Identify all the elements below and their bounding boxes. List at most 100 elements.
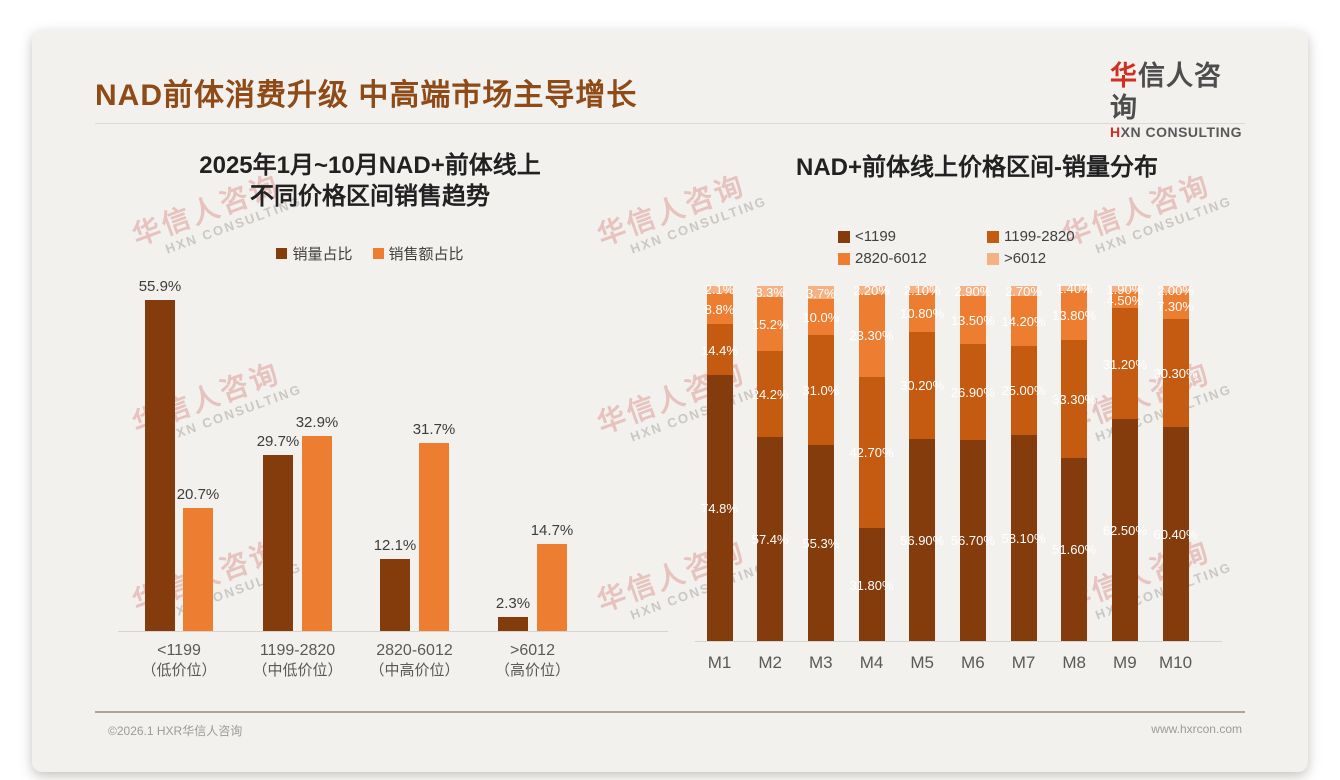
bar-销量占比->6012 [498,617,528,631]
bar-销量占比-<1199 [145,300,175,631]
stacked-segment-<1199-M3 [807,444,834,641]
logo-en-first: H [1110,124,1121,140]
stacked-segment->6012-M9 [1111,285,1138,293]
stacked-segment-2820-6012-M6 [959,296,986,345]
segment-value-label: 2.00% [1157,282,1194,298]
legend-label: 销售额占比 [388,246,464,263]
stacked-segment-<1199-M8 [1061,457,1088,641]
segment-value-label: 56.90% [900,533,945,548]
segment-value-label: 74.8% [701,501,738,517]
segment-value-label: 2.1% [704,282,735,298]
left-chart-title: 2025年1月~10月NAD+前体线上 不同价格区间销售趋势 [199,152,541,210]
legend-item-销量占比: 销量占比 [276,243,353,264]
segment-value-label: 55.3% [802,535,840,551]
stacked-segment-<1199-M10 [1162,426,1189,641]
legend-swatch-icon [838,252,850,265]
segment-value-label: 31.80% [849,577,894,593]
legend-swatch-icon [372,248,384,259]
segment-value-label: 62.50% [1102,523,1147,539]
stacked-segment-1199-2820-M10 [1162,319,1189,427]
x-tick-label->6012: >6012 （高价位） [463,641,603,680]
segment-value-label: 2.10% [903,282,941,298]
legend-label: <1199 [855,228,897,245]
segment-value-label: 3.3% [755,284,785,300]
segment-value-label: 4.50% [1106,293,1144,309]
x-tick-label-M7: M7 [1011,653,1036,672]
x-tick-range: 1199-2820 [259,642,336,659]
segment-value-label: 25.00% [1001,383,1046,399]
legend-item->6012: >6012 [987,250,1046,267]
logo-cn-text: 华信人咨询 [1110,60,1245,124]
stacked-segment->6012-M10 [1162,286,1189,294]
segment-value-label: 57.4% [751,532,789,548]
bar-value-label: 31.7% [412,421,456,438]
bar-销售额占比-2820-6012 [419,443,449,631]
x-tick-label-M5: M5 [910,653,934,672]
x-tick-tier: （高价位） [494,662,570,679]
stacked-segment->6012-M2 [757,285,784,298]
segment-value-label: 30.30% [1153,365,1198,381]
segment-value-label: 13.80% [1052,308,1097,324]
logo-cn-rest: 信人咨询 [1110,61,1222,123]
legend-swatch-icon [276,248,288,259]
logo-en-rest: XN CONSULTING [1120,124,1242,140]
segment-value-label: 2.70% [1005,283,1042,299]
stacked-segment-<1199-M2 [757,437,784,641]
company-logo: 华信人咨询 HXN CONSULTING [1110,60,1245,140]
bar-value-label: 14.7% [530,522,574,539]
stacked-segment-2820-6012-M3 [807,299,834,335]
segment-value-label: 31.0% [802,382,840,398]
bar-value-label: 2.3% [495,595,531,612]
legend-label: 销量占比 [292,246,353,263]
watermark-cn-text: 华信人咨询 [593,535,750,618]
bar-销售额占比-<1199 [183,508,213,631]
footer-url: www.hxrcon.com [1151,722,1242,736]
x-tick-label-M4: M4 [859,653,884,672]
x-tick-label-1199-2820: 1199-2820 （中低价位） [228,641,368,680]
stacked-segment-1199-2820-M5 [909,331,936,439]
segment-value-label: 2.90% [954,284,992,300]
x-tick-label-M9: M9 [1113,653,1137,672]
watermark-en-text: HXN CONSULTING [628,193,769,257]
x-tick-label-M6: M6 [961,653,985,672]
segment-value-label: 1.40% [1055,281,1093,297]
stacked-segment-<1199-M1 [706,375,733,641]
legend-label: 1199-2820 [1004,228,1075,245]
segment-value-label: 10.80% [900,305,945,321]
x-tick-tier: （低价位） [141,662,217,679]
stacked-segment-1199-2820-M9 [1111,308,1138,420]
segment-value-label: 14.20% [1001,313,1046,329]
footer-copyright: ©2026.1 HXR华信人咨询 [108,724,243,738]
legend-item-销售额占比: 销售额占比 [372,243,464,264]
stacked-segment-2820-6012-M9 [1111,292,1138,309]
x-tick-label-M10: M10 [1158,653,1193,672]
left-chart-legend: 销量占比 销售额占比 [170,243,570,264]
stacked-segment-2820-6012-M10 [1162,293,1189,319]
x-tick-range: <1199 [157,642,201,659]
stacked-segment-<1199-M5 [909,439,936,641]
segment-value-label: 56.70% [950,533,995,549]
legend-label: >6012 [1004,250,1047,267]
left-chart-x-axis [118,631,668,632]
x-tick-tier: （中低价位） [252,662,343,679]
segment-value-label: 3.7% [806,285,836,301]
stacked-segment->6012-M5 [909,286,936,294]
x-tick-label-M8: M8 [1062,653,1086,672]
bar-销售额占比-1199-2820 [302,436,332,631]
segment-value-label: 24.2% [751,387,789,403]
stacked-segment-2820-6012-M4 [858,293,885,377]
bar-value-label: 12.1% [373,537,417,554]
segment-value-label: 30.20% [900,378,945,394]
segment-value-label: 51.60% [1052,542,1097,558]
segment-value-label: 10.0% [802,309,840,325]
bar-销售额占比->6012 [537,544,567,631]
right-chart-x-axis [695,641,1222,642]
segment-value-label: 26.90% [950,384,995,400]
logo-en-text: HXN CONSULTING [1110,124,1245,140]
legend-swatch-icon [838,230,850,243]
legend-item-2820-6012: 2820-6012 [838,250,927,267]
legend-swatch-icon [987,230,999,243]
watermark-en-text: HXN CONSULTING [628,559,769,623]
stacked-segment-<1199-M6 [959,439,986,641]
stacked-segment->6012-M4 [858,286,885,294]
